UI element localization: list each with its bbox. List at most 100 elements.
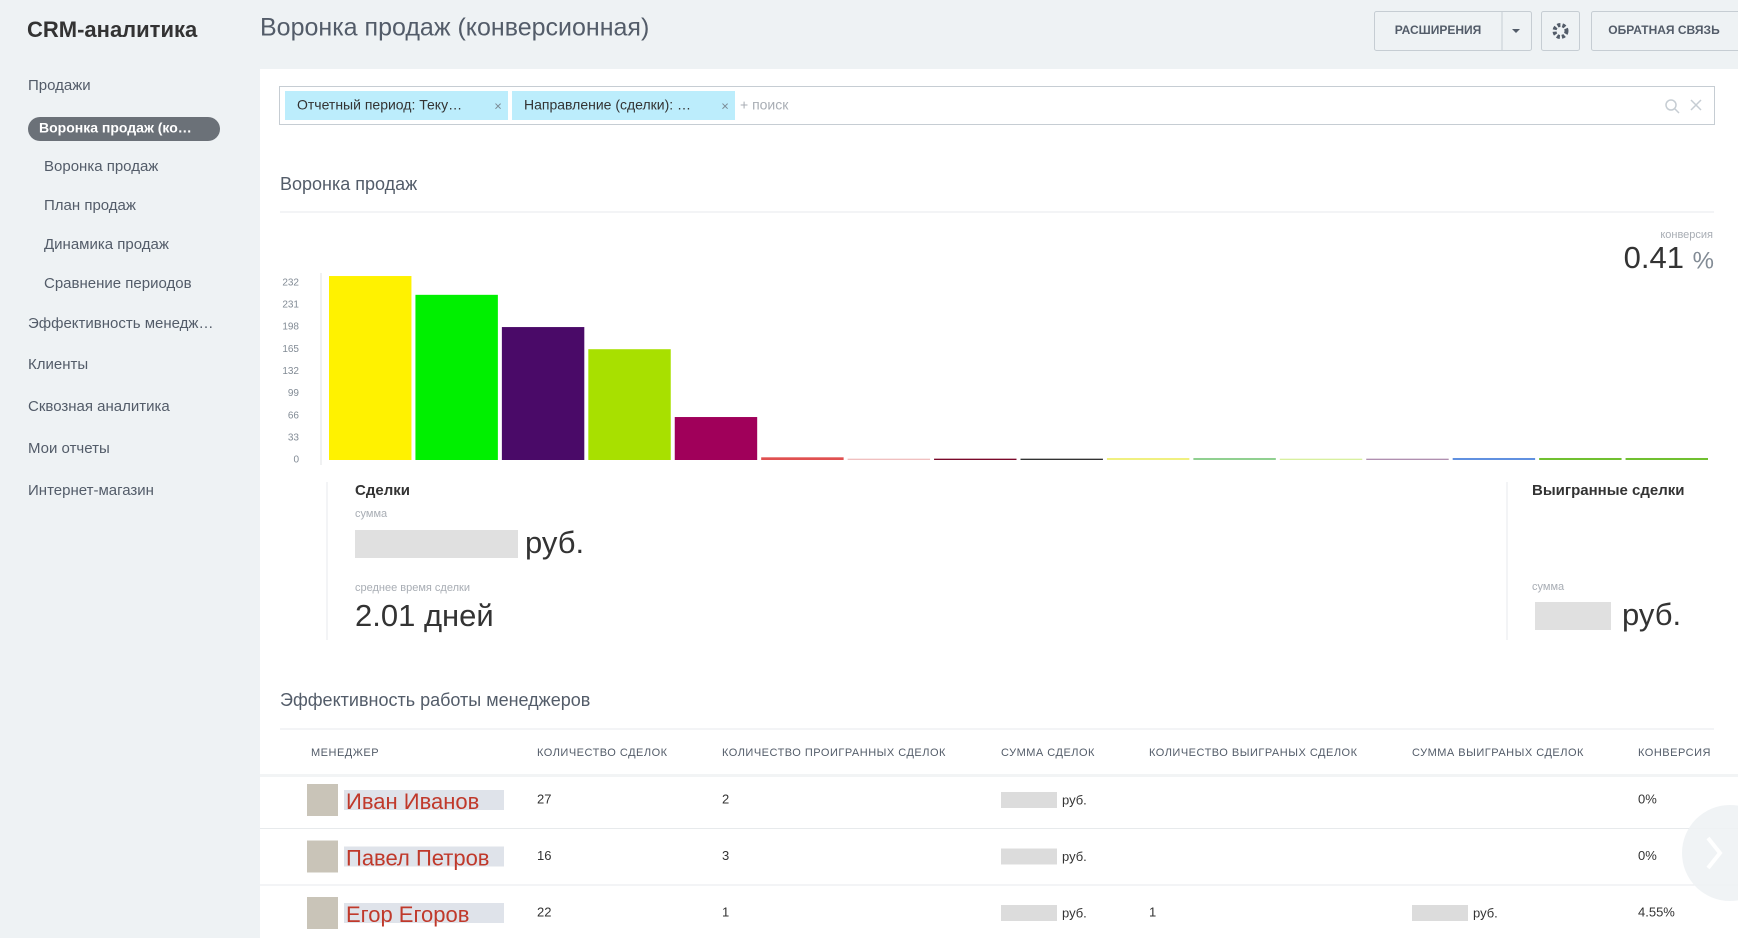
name-highlight (344, 846, 504, 867)
manager-name: Иван Иванов (346, 789, 479, 814)
filter-remove[interactable]: × (721, 98, 729, 113)
blurred-amount (1001, 848, 1057, 865)
y-tick-label: 99 (288, 388, 300, 399)
section-title: Воронка продаж (280, 174, 417, 194)
gear-hole (1558, 29, 1563, 33)
filter-tag[interactable] (285, 91, 508, 120)
cell: 27 (537, 791, 551, 806)
bar (1106, 457, 1190, 460)
blurred-amount (1001, 905, 1057, 921)
blurred-amount (1412, 905, 1468, 921)
blurred-amount (355, 530, 518, 558)
bar (1366, 458, 1449, 460)
menu-item[interactable]: Воронка продаж (44, 158, 158, 175)
y-tick-label: 0 (293, 455, 299, 466)
header-separator (260, 774, 1738, 777)
y-tick-label: 165 (282, 344, 299, 355)
conversion-value: 0.41 (1624, 240, 1684, 275)
cell: 3 (722, 848, 729, 863)
cell: 1 (1149, 904, 1156, 919)
summary-title: Выигранные сделки (1532, 482, 1685, 499)
bar (1625, 457, 1708, 460)
bar (761, 457, 844, 460)
button-label[interactable]: ОБРАТНАЯ СВЯЗЬ (1608, 23, 1720, 37)
cell: 2 (722, 791, 729, 806)
avatar (307, 840, 338, 873)
summary-unit: руб. (525, 525, 584, 560)
column-header: КОНВЕРСИЯ (1638, 747, 1711, 759)
brand: CRM-аналитика (27, 17, 198, 42)
column-header: МЕНЕДЖЕР (311, 747, 379, 759)
y-tick-label: 232 (282, 278, 299, 289)
filter-tag[interactable] (512, 91, 735, 120)
bar (1452, 457, 1536, 460)
bar (847, 458, 931, 460)
y-tick-label: 33 (288, 432, 300, 443)
menu-item[interactable]: Интернет-магазин (28, 482, 154, 499)
summary-label: среднее время сделки (355, 582, 470, 594)
bar (329, 276, 412, 460)
column-header: КОЛИЧЕСТВО ВЫИГРАНЫХ СДЕЛОК (1149, 747, 1358, 759)
menu-item[interactable]: Клиенты (28, 356, 88, 373)
clear-icon[interactable] (1690, 99, 1702, 111)
bar (674, 417, 758, 460)
bar (1279, 458, 1363, 460)
cell: 0% (1638, 848, 1657, 863)
column-header: СУММА ВЫИГРАНЫХ СДЕЛОК (1412, 747, 1584, 759)
conversion-unit: % (1693, 247, 1714, 274)
menu-item[interactable]: Сравнение периодов (44, 275, 192, 292)
search-icon[interactable] (1665, 99, 1677, 111)
next-button[interactable] (1682, 805, 1738, 901)
gear-icon[interactable] (1552, 23, 1569, 39)
extensions-button[interactable] (1374, 11, 1532, 51)
name-highlight (344, 790, 504, 810)
cell: 0% (1638, 791, 1657, 806)
amount-unit: руб. (1062, 792, 1087, 807)
main-panel (260, 69, 1738, 938)
button-label[interactable]: РАСШИРЕНИЯ (1395, 23, 1482, 37)
filter-remove[interactable]: × (494, 98, 502, 113)
menu-item[interactable]: Сквозная аналитика (28, 398, 170, 415)
cell: 1 (722, 904, 729, 919)
menu-item[interactable]: План продаж (44, 197, 136, 214)
page-title: Воронка продаж (конверсионная) (260, 14, 649, 42)
column-header: СУММА СДЕЛОК (1001, 747, 1095, 759)
avatar (307, 784, 338, 816)
filter-tag-label: Направление (сделки): … (524, 97, 691, 113)
amount-unit: руб. (1062, 849, 1087, 864)
next-arrow (1706, 836, 1723, 870)
menu-item[interactable]: Мои отчеты (28, 440, 110, 457)
avatar (307, 897, 338, 929)
conversion-label: конверсия (1660, 229, 1713, 241)
managers-table: МЕНЕДЖЕР КОЛИЧЕСТВО СДЕЛОК КОЛИЧЕСТВО ПРОИ… (260, 747, 1738, 929)
dropdown-arrow[interactable] (1512, 29, 1520, 33)
menu-item-active[interactable]: Воронка продаж (ко… (39, 120, 192, 136)
summary-title: Сделки (355, 482, 410, 499)
search-placeholder[interactable]: + поиск (740, 97, 789, 113)
bar (934, 458, 1017, 460)
summary-label: сумма (355, 508, 388, 520)
section-title: Эффективность работы менеджеров (280, 690, 590, 710)
bar (1193, 457, 1276, 460)
y-tick-label: 132 (282, 366, 299, 377)
y-tick-label: 66 (288, 410, 300, 421)
summary-value: 2.01 дней (355, 598, 494, 633)
summary-unit: руб. (1622, 597, 1681, 632)
bar (1020, 458, 1103, 460)
name-highlight (344, 903, 504, 923)
active-pill (28, 117, 220, 141)
summary-label: сумма (1532, 581, 1565, 593)
cell: 16 (537, 848, 551, 863)
manager-name: Егор Егоров (346, 902, 469, 927)
feedback-button[interactable] (1591, 11, 1738, 51)
manager-name: Павел Петров (346, 845, 490, 870)
amount-unit: руб. (1473, 905, 1498, 920)
menu-item[interactable]: Продажи (28, 77, 91, 94)
menu-item[interactable]: Эффективность менедж… (28, 315, 213, 332)
amount-unit: руб. (1062, 905, 1087, 920)
filter-tag-label: Отчетный период: Теку… (297, 97, 462, 113)
menu-item[interactable]: Динамика продаж (44, 236, 169, 253)
y-tick-label: 231 (282, 300, 299, 311)
